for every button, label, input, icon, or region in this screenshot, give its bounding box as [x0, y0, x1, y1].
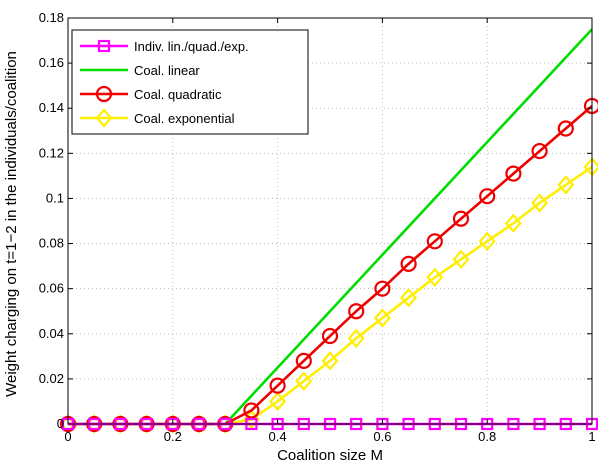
- data-point: [400, 255, 417, 272]
- data-point: [348, 303, 365, 320]
- y-tick-label: 0: [57, 416, 64, 431]
- y-axis-title: Weight charging on t=1−2 in the individu…: [3, 51, 20, 397]
- legend-box: [71, 29, 309, 135]
- data-point: [347, 328, 365, 348]
- y-tick-label: 0.04: [39, 326, 64, 341]
- y-tick-label: 0.08: [39, 236, 64, 251]
- y-tick-label: 0.12: [39, 145, 64, 160]
- grid: [68, 18, 592, 424]
- data-point: [243, 402, 260, 419]
- x-tick-label: 0.8: [478, 429, 496, 444]
- data-point: [452, 210, 470, 227]
- data-point: [479, 188, 496, 205]
- data-point: [478, 231, 496, 251]
- tick-labels: 0 0.2 0.4 0.6 0.8 1 0.02 0.04 0.06 0.08 0.1 0.12 0.1…: [39, 10, 596, 444]
- legend-marker: [97, 39, 111, 53]
- legend: Indiv. lin./quad./exp. Coal. linear Coal. …: [71, 29, 309, 135]
- y-tick-label: 0.1: [46, 190, 64, 205]
- data-point: [400, 288, 418, 308]
- data-point: [295, 371, 313, 391]
- legend-label: Indiv. lin./quad./exp.: [134, 39, 249, 54]
- x-tick-label: 0.4: [269, 429, 287, 444]
- data-point: [321, 327, 339, 345]
- data-point: [505, 165, 522, 182]
- legend-label: Coal. linear: [134, 63, 200, 78]
- data-point: [269, 377, 286, 394]
- x-tick-label: 0.6: [373, 429, 391, 444]
- data-point: [269, 391, 287, 412]
- data-point: [504, 213, 522, 233]
- x-tick-label: 0.2: [164, 429, 182, 444]
- data-point: [426, 233, 443, 250]
- x-tick-label: 0: [64, 429, 71, 444]
- series-line: [68, 104, 593, 426]
- y-tick-label: 0.18: [39, 10, 64, 25]
- series-line: [68, 165, 593, 426]
- data-point: [295, 352, 312, 369]
- data-point: [452, 249, 470, 270]
- y-tick-label: 0.06: [39, 281, 64, 296]
- legend-marker: [95, 85, 113, 103]
- legend-marker: [95, 108, 113, 128]
- legend-label: Coal. exponential: [134, 111, 235, 126]
- y-tick-label: 0.16: [39, 55, 64, 70]
- data-point: [531, 142, 548, 160]
- data-point: [374, 280, 391, 297]
- data-point: [321, 351, 339, 371]
- x-axis-title: Coalition size M: [277, 447, 383, 464]
- data-point: [557, 120, 574, 137]
- data-point: [557, 175, 575, 195]
- x-tick-label: 1: [588, 429, 595, 444]
- data-point: [426, 267, 444, 288]
- legend-label: Coal. quadratic: [134, 87, 222, 102]
- data-point: [531, 193, 549, 213]
- plot-frame: [67, 17, 593, 425]
- data-point: [373, 308, 391, 328]
- y-tick-label: 0.02: [39, 371, 64, 386]
- y-tick-label: 0.14: [39, 100, 64, 115]
